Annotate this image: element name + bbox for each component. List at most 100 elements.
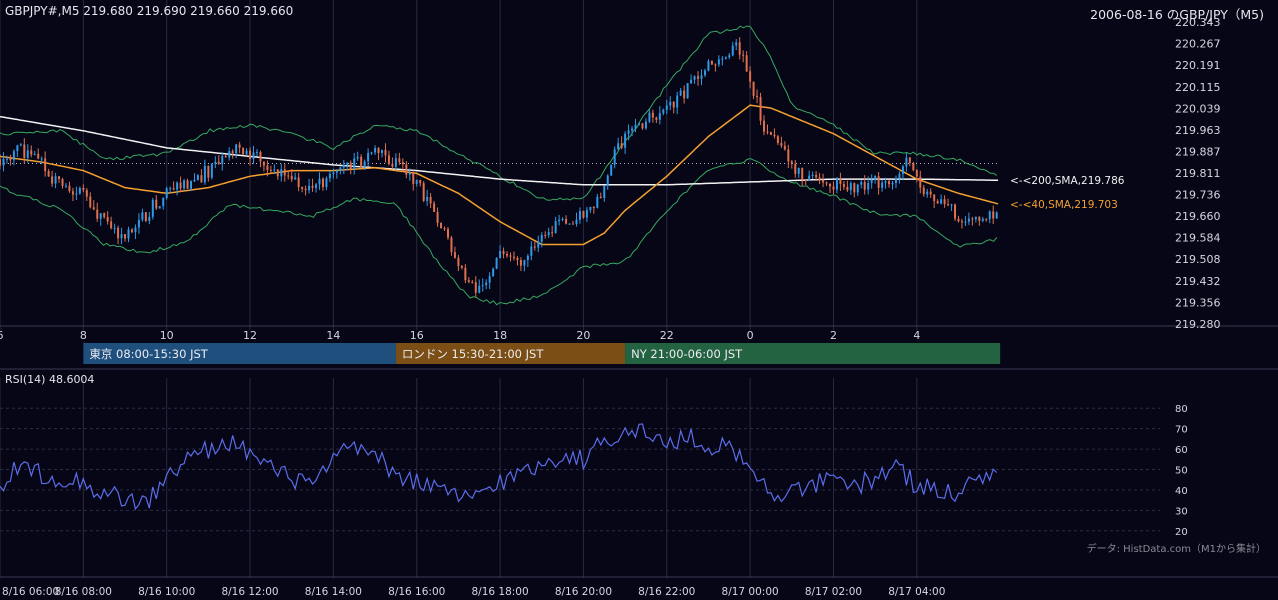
candle-up [280, 169, 283, 177]
candle-down [502, 251, 505, 254]
candle-up [662, 109, 665, 114]
candle-up [325, 178, 328, 188]
candle-down [971, 218, 974, 220]
time-tick-label: 8/16 20:00 [555, 586, 612, 598]
candle-down [200, 175, 203, 183]
candle-down [742, 54, 745, 56]
candle-up [495, 258, 498, 269]
candle-down [433, 203, 436, 212]
rsi-tick-label: 40 [1175, 486, 1188, 497]
candle-down [238, 144, 241, 148]
candle-up [54, 176, 57, 184]
candle-up [898, 173, 901, 179]
session-bar: 東京 08:00-15:30 JST ロンドン 15:30-21:00 JST NY… [83, 343, 1001, 364]
candle-up [627, 130, 630, 134]
candle-up [120, 234, 123, 239]
candle-down [832, 186, 835, 190]
candle-down [436, 211, 439, 223]
candle-up [596, 196, 599, 208]
hour-tick-label: 10 [160, 329, 174, 342]
session-label: ロンドン 15:30-21:00 JST [402, 347, 544, 361]
candle-up [974, 216, 977, 220]
time-tick-label: 8/17 04:00 [888, 586, 945, 598]
candle-down [516, 257, 519, 261]
candle-down [0, 159, 1, 166]
candle-up [724, 57, 727, 59]
candle-up [33, 153, 36, 155]
candle-down [710, 61, 713, 65]
candle-up [613, 149, 616, 165]
candle-down [912, 163, 915, 171]
candle-down [179, 182, 182, 189]
candle-up [589, 207, 592, 211]
candle-down [47, 171, 50, 177]
grid-layer [0, 0, 1278, 578]
candle-down [44, 158, 47, 172]
candle-up [374, 148, 377, 153]
time-tick-label: 8/16 22:00 [638, 586, 695, 598]
candle-down [474, 282, 477, 293]
candle-down [405, 164, 408, 175]
candle-down [186, 180, 189, 189]
candle-down [419, 179, 422, 184]
candle-down [287, 175, 290, 177]
candle-down [262, 161, 265, 166]
candle-up [717, 59, 720, 65]
candle-up [2, 158, 5, 166]
price-tick-label: 219.356 [1175, 296, 1221, 309]
candle-up [40, 158, 43, 160]
sma200-line [0, 115, 999, 186]
price-tick-label: 219.432 [1175, 275, 1221, 288]
candle-up [426, 196, 429, 201]
hour-tick-label: 18 [493, 329, 507, 342]
candle-down [759, 97, 762, 121]
candle-down [384, 149, 387, 156]
candle-down [110, 221, 113, 229]
candle-up [686, 83, 689, 99]
candle-up [728, 55, 731, 58]
candle-down [641, 123, 644, 129]
candle-up [995, 212, 998, 219]
candle-down [61, 179, 64, 186]
candle-down [544, 234, 547, 236]
time-tick-label: 8/16 18:00 [471, 586, 528, 598]
candle-up [367, 152, 370, 162]
candle-up [634, 124, 637, 129]
candle-up [183, 180, 186, 189]
symbol-header: GBPJPY#,M5 219.680 219.690 219.660 219.6… [5, 4, 294, 18]
bollinger-lower-line [0, 157, 998, 306]
bollinger-upper-line [0, 25, 998, 201]
candle-down [620, 143, 623, 148]
candle-up [891, 182, 894, 185]
price-tick-label: 220.343 [1175, 16, 1221, 29]
candle-down [471, 281, 474, 283]
rsi-label: RSI(14) 48.6004 [5, 373, 95, 386]
hour-tick-label: 0 [747, 329, 754, 342]
candle-up [707, 61, 710, 71]
candle-down [922, 187, 925, 195]
price-tick-label: 219.508 [1175, 253, 1221, 266]
candle-down [321, 178, 324, 188]
candle-down [752, 81, 755, 96]
session-label: NY 21:00-06:00 JST [631, 347, 743, 361]
candle-up [26, 150, 29, 158]
time-tick-label: 8/16 10:00 [138, 586, 195, 598]
candle-up [78, 187, 81, 194]
candle-up [606, 175, 609, 186]
candle-down [443, 228, 446, 230]
hour-tick-label: 16 [410, 329, 424, 342]
candle-up [190, 181, 193, 189]
candle-up [585, 210, 588, 218]
candle-up [255, 151, 258, 153]
candle-up [530, 246, 533, 256]
candle-up [554, 221, 557, 233]
session-block [395, 343, 626, 364]
candle-up [849, 183, 852, 191]
candle-up [870, 179, 873, 183]
candle-up [488, 276, 491, 283]
candle-down [565, 219, 568, 224]
candle-up [537, 241, 540, 248]
candle-up [478, 285, 481, 293]
candle-down [360, 156, 363, 168]
